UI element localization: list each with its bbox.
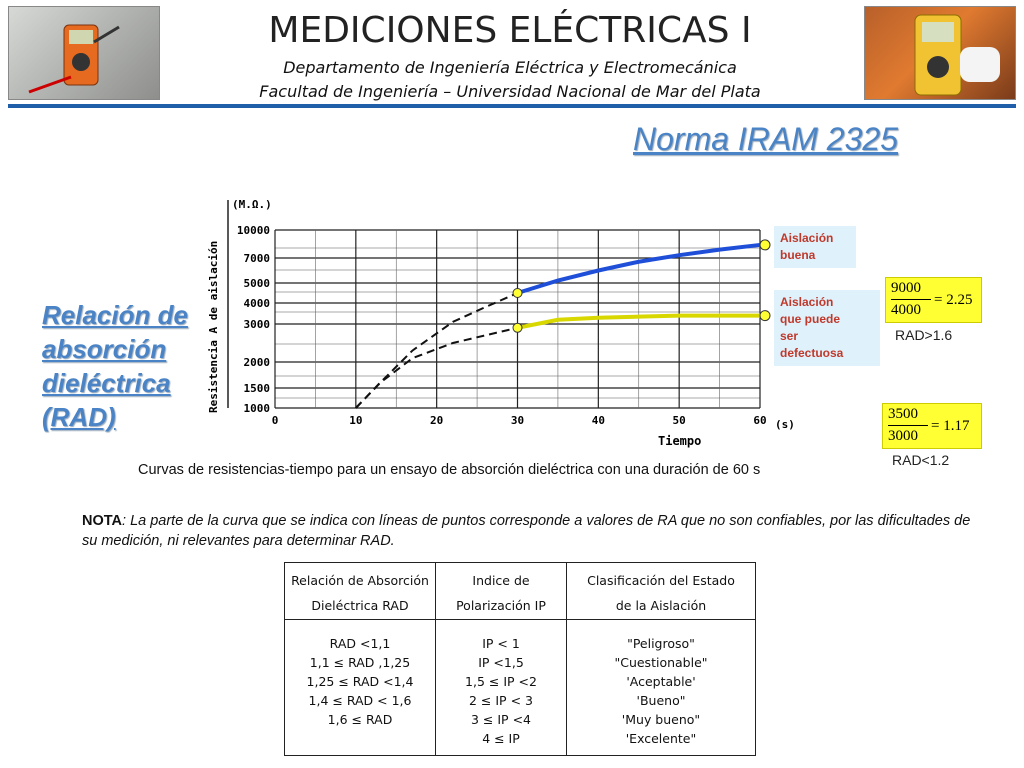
formula-numerator: 3500 <box>888 406 918 422</box>
legend-bad-line: defectuosa <box>780 346 844 360</box>
series-point-start <box>512 322 523 333</box>
rad-value: 1,25 ≤ RAD <1,4 <box>306 674 414 689</box>
x-unit-label: (s) <box>775 418 795 431</box>
ip-value: 1,5 ≤ IP <2 <box>465 674 537 689</box>
y-tick-label: 1000 <box>244 402 271 415</box>
classification-values-cell: "Peligroso" "Cuestionable" 'Aceptable' '… <box>566 619 756 756</box>
formula-denominator: 4000 <box>891 302 921 318</box>
multimeter-photo-left <box>8 6 160 100</box>
y-tick-label: 4000 <box>244 297 271 310</box>
rad-value: 1,1 ≤ RAD ,1,25 <box>309 655 411 670</box>
note-text: : La parte de la curva que se indica con… <box>82 513 971 549</box>
formula-result: = 1.17 <box>931 418 970 434</box>
legend-good-insulation: Aislación buena <box>774 226 856 268</box>
series-solid-curve <box>517 313 760 330</box>
faculty-subtitle: Facultad de Ingeniería – Universidad Nac… <box>259 82 761 101</box>
rad-formula-defective: 3500 3000 = 1.17 <box>882 403 982 449</box>
ip-values-cell: IP < 1 IP <1,5 1,5 ≤ IP <2 2 ≤ IP < 3 3 … <box>435 619 567 756</box>
x-tick-label: 60 <box>753 414 766 427</box>
legend-bad-line: Aislación <box>780 295 834 309</box>
series-point-end <box>759 239 771 251</box>
header-classification: Clasificación del Estado de la Aislación <box>566 562 756 620</box>
rad-condition-defective: RAD<1.2 <box>892 452 950 468</box>
rad-heading-line-2: absorción <box>42 334 167 364</box>
fraction-bar <box>888 425 928 426</box>
header-divider <box>8 104 1016 108</box>
header-line: Polarización IP <box>456 598 546 613</box>
x-tick-label: 40 <box>592 414 605 427</box>
classification-value: 'Muy bueno" <box>621 712 701 727</box>
rad-formula-good: 9000 4000 = 2.25 <box>885 277 982 323</box>
table-header-row: Relación de Absorción Dieléctrica RAD In… <box>284 562 756 620</box>
multimeter-photo-right <box>864 6 1016 100</box>
page-title: MEDICIONES ELÉCTRICAS I <box>268 10 752 51</box>
rad-values-cell: RAD <1,1 1,1 ≤ RAD ,1,25 1,25 ≤ RAD <1,4… <box>284 619 436 756</box>
rad-value: 1,6 ≤ RAD <box>327 712 393 727</box>
resistance-time-chart: 1000 1500 2000 3000 4000 5000 7000 10000 0 10 20 30… <box>207 198 795 448</box>
header-rad: Relación de Absorción Dieléctrica RAD <box>284 562 436 620</box>
department-subtitle: Departamento de Ingeniería Eléctrica y E… <box>283 58 737 77</box>
header-line: Dieléctrica RAD <box>311 598 409 613</box>
y-axis-label: Resistencia A de aislación <box>207 241 220 413</box>
ip-value: 3 ≤ IP <4 <box>471 712 531 727</box>
note-paragraph: NOTA: La parte de la curva que se indica… <box>82 511 972 551</box>
x-tick-label: 20 <box>430 414 443 427</box>
norma-heading: Norma IRAM 2325 <box>633 121 898 157</box>
x-tick-label: 30 <box>511 414 524 427</box>
y-tick-label: 5000 <box>244 277 271 290</box>
y-tick-label: 3000 <box>244 318 271 331</box>
formula-result: = 2.25 <box>934 292 973 308</box>
rad-heading-line-3: dieléctrica <box>42 368 171 398</box>
legend-defective-insulation: Aislación que puede ser defectuosa <box>774 290 880 366</box>
x-tick-label: 10 <box>349 414 362 427</box>
ip-value: IP < 1 <box>482 636 520 651</box>
ip-value: IP <1,5 <box>478 655 524 670</box>
x-axis-label: Tiempo <box>658 434 701 448</box>
classification-value: "Peligroso" <box>627 636 695 651</box>
header-line: de la Aislación <box>615 598 707 613</box>
chart-series <box>355 239 771 409</box>
rad-heading-line-1: Relación de <box>42 300 188 330</box>
legend-good-line: Aislación <box>780 231 834 245</box>
classification-value: "Cuestionable" <box>614 655 708 670</box>
rad-condition-good: RAD>1.6 <box>895 327 953 343</box>
multimeter-icon <box>28 24 120 94</box>
rad-value: 1,4 ≤ RAD < 1,6 <box>308 693 412 708</box>
rad-value: RAD <1,1 <box>329 636 391 651</box>
classification-value: 'Aceptable' <box>626 674 696 689</box>
classification-value: 'Excelente" <box>625 731 697 746</box>
fraction-bar <box>891 299 931 300</box>
series-dashed-curve <box>355 326 518 409</box>
chart-ticks: 1000 1500 2000 3000 4000 5000 7000 10000 0 10 20 30… <box>237 224 767 427</box>
header-line: Relación de Absorción <box>291 573 429 588</box>
rad-classification-table: Relación de Absorción Dieléctrica RAD In… <box>284 562 756 756</box>
header-ip: Indice de Polarización IP <box>435 562 567 620</box>
y-tick-label: 2000 <box>244 356 271 369</box>
y-tick-label: 7000 <box>244 252 271 265</box>
header-line: Clasificación del Estado <box>587 573 735 588</box>
series-solid-curve <box>516 242 761 295</box>
note-label: NOTA <box>82 513 123 529</box>
rad-heading-line-4: (RAD) <box>42 402 116 432</box>
formula-numerator: 9000 <box>891 280 921 296</box>
x-tick-label: 50 <box>673 414 686 427</box>
multimeter-icon <box>914 14 1000 96</box>
classification-value: 'Bueno" <box>636 693 686 708</box>
y-unit-label: (M.Ω.) <box>232 198 272 211</box>
legend-good-line: buena <box>780 248 816 262</box>
table-row: RAD <1,1 1,1 ≤ RAD ,1,25 1,25 ≤ RAD <1,4… <box>284 619 756 756</box>
legend-bad-line: ser <box>780 329 799 343</box>
ip-value: 4 ≤ IP <box>482 731 520 746</box>
series-point-start <box>512 288 523 298</box>
ip-value: 2 ≤ IP < 3 <box>469 693 533 708</box>
y-tick-label: 1500 <box>244 382 271 395</box>
formula-denominator: 3000 <box>888 428 918 444</box>
legend-bad-line: que puede <box>780 312 841 326</box>
header-line: Indice de <box>472 573 530 588</box>
series-point-end <box>759 310 771 322</box>
y-tick-label: 10000 <box>237 224 270 237</box>
x-tick-label: 0 <box>272 414 279 427</box>
chart-caption: Curvas de resistencias-tiempo para un en… <box>138 462 761 478</box>
